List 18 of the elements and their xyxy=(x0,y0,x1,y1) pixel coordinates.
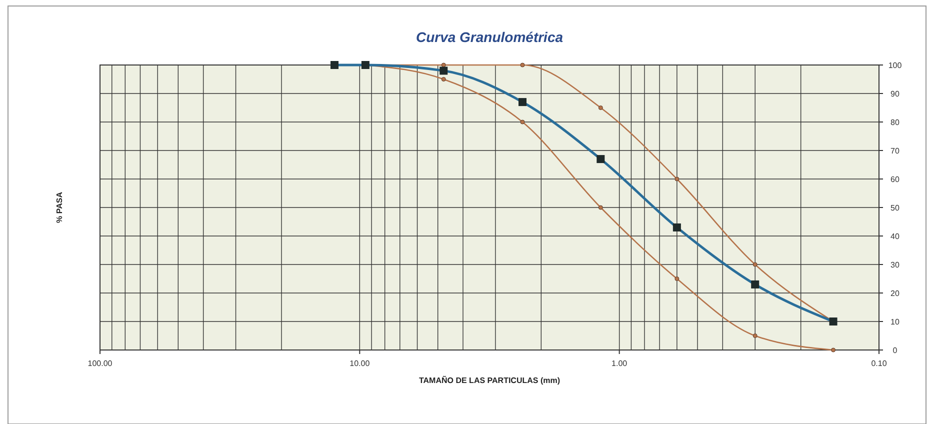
x-tick-label: 1.00 xyxy=(612,359,628,368)
x-tick-label: 10.00 xyxy=(350,359,370,368)
y-tick-label: 40 xyxy=(890,232,900,241)
y-tick-label: 50 xyxy=(890,204,900,212)
y-tick-label: 100 xyxy=(888,61,902,70)
y-tick-label: 30 xyxy=(890,260,900,270)
y-axis-title: % PASA xyxy=(55,192,64,223)
chart-title: Curva Granulométrica xyxy=(416,29,564,45)
y-tick-label: 10 xyxy=(890,318,900,326)
x-tick-label: 0.10 xyxy=(871,359,888,368)
y-tick-label: 80 xyxy=(890,118,900,127)
x-tick-label: 100.00 xyxy=(88,359,113,368)
y-tick-label: 60 xyxy=(890,175,900,184)
y-tick-label: 20 xyxy=(890,289,900,298)
x-axis-title: TAMAÑO DE LAS PARTICULAS (mm) xyxy=(418,375,560,385)
y-tick-label: 70 xyxy=(890,146,900,156)
y-tick-label: 0 xyxy=(892,346,898,355)
y-tick-label: 90 xyxy=(890,90,900,98)
